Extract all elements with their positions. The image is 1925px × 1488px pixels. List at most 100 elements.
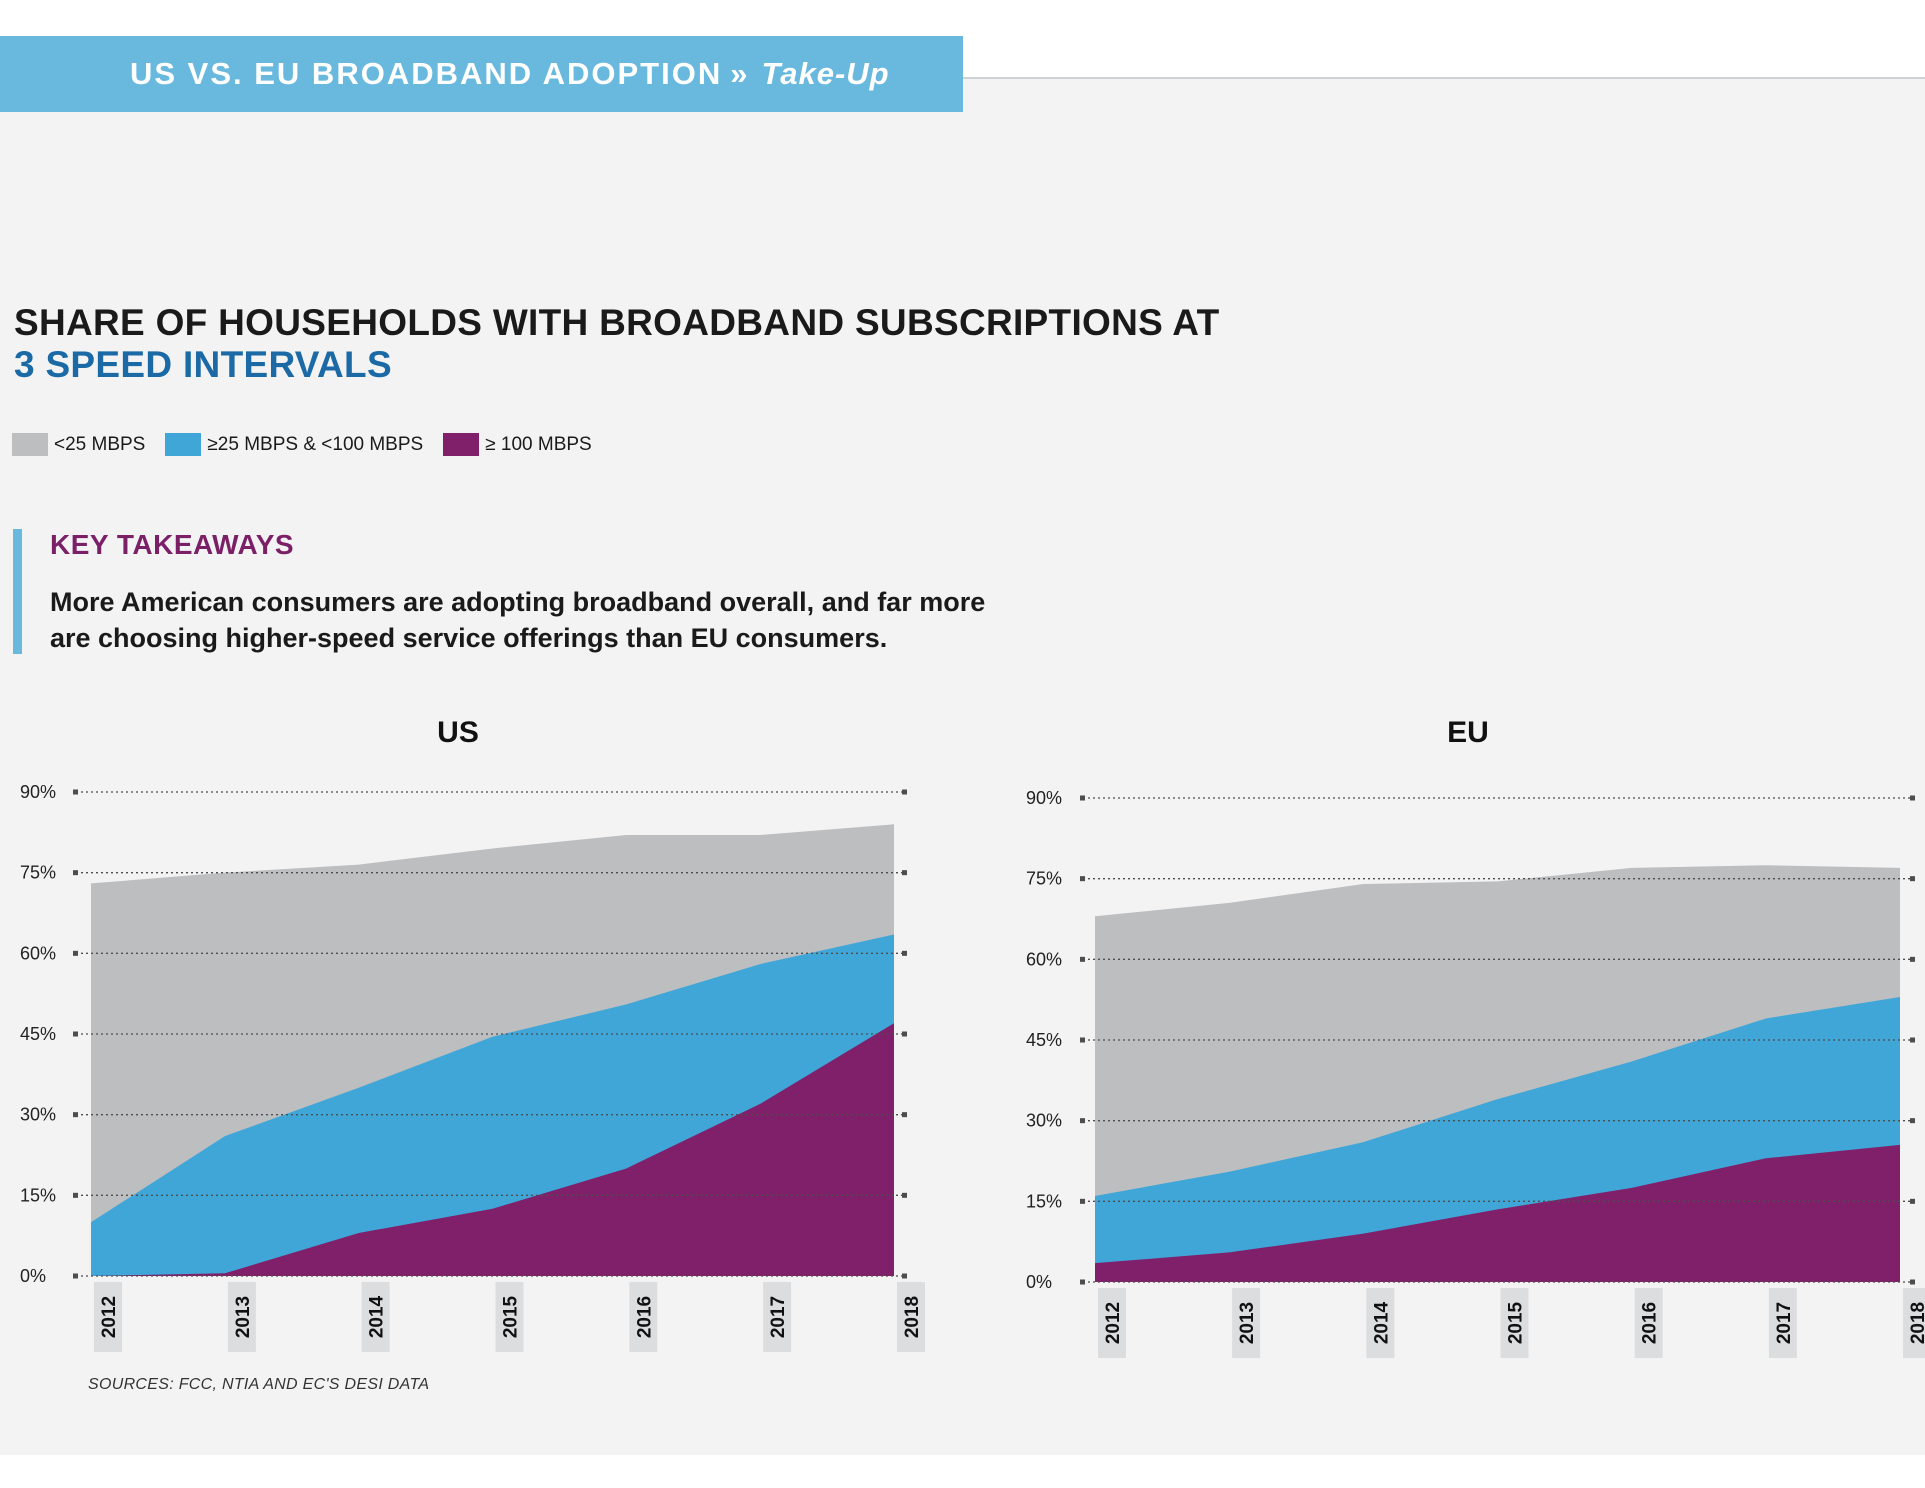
- grid-tick-left: [1080, 1279, 1085, 1285]
- grid-tick-left: [73, 1192, 78, 1198]
- area-3: [1095, 1144, 1900, 1282]
- x-tick-box: [629, 1282, 658, 1352]
- takeaways-text: More American consumers are adopting bro…: [50, 584, 1130, 656]
- grid-tick-right: [1910, 876, 1915, 882]
- y-tick-label: 30%: [1026, 1111, 1062, 1131]
- grid-tick-right: [902, 1192, 907, 1198]
- x-tick-box: [495, 1282, 524, 1352]
- header-separator: »: [730, 56, 750, 91]
- grid-tick-right: [1910, 1279, 1915, 1285]
- grid-tick-left: [73, 1112, 78, 1118]
- grid-tick-right: [1910, 956, 1915, 962]
- legend-swatch-100-plus: [443, 433, 480, 456]
- y-tick-label: 60%: [20, 943, 56, 963]
- grid-tick-left: [1080, 956, 1085, 962]
- legend-item-under-25: <25 MBPS: [12, 433, 145, 456]
- x-tick-box: [1366, 1288, 1395, 1358]
- y-tick-label: 30%: [20, 1105, 56, 1125]
- x-tick-box: [1634, 1288, 1663, 1358]
- legend-swatch-under-25: [12, 433, 48, 456]
- top-margin: [0, 0, 1925, 36]
- y-tick-label: 15%: [1026, 1191, 1062, 1211]
- x-tick-box: [361, 1282, 390, 1352]
- grid-tick-left: [1080, 1118, 1085, 1124]
- legend: <25 MBPS ≥25 MBPS & <100 MBPS ≥ 100 MBPS: [12, 433, 612, 456]
- x-tick-box: [1903, 1288, 1925, 1358]
- y-tick-label: 75%: [20, 863, 56, 883]
- grid-tick-left: [1080, 795, 1085, 801]
- x-tick-label: 2014: [1371, 1301, 1392, 1344]
- grid-tick-right: [902, 950, 907, 956]
- x-tick-label: 2017: [768, 1296, 789, 1338]
- grid-tick-left: [1080, 876, 1085, 882]
- legend-label-25-to-100: ≥25 MBPS & <100 MBPS: [207, 433, 424, 455]
- grid-tick-left: [73, 950, 78, 956]
- grid-tick-left: [1080, 1198, 1085, 1204]
- grid-tick-left: [73, 1031, 78, 1037]
- y-tick-label: 0%: [20, 1266, 46, 1286]
- grid-tick-right: [1910, 1198, 1915, 1204]
- sources-note: SOURCES: FCC, NTIA AND EC'S DESI DATA: [88, 1376, 430, 1393]
- section-header: US VS. EU BROADBAND ADOPTION» Take-Up: [0, 36, 963, 112]
- page-title-line2: 3 SPEED INTERVALS: [14, 344, 392, 385]
- x-tick-label: 2012: [99, 1296, 120, 1338]
- page-title: SHARE OF HOUSEHOLDS WITH BROADBAND SUBSC…: [14, 302, 1219, 386]
- x-tick-box: [763, 1282, 792, 1352]
- page-title-line1: SHARE OF HOUSEHOLDS WITH BROADBAND SUBSC…: [14, 302, 1220, 343]
- x-tick-label: 2017: [1774, 1302, 1795, 1344]
- x-tick-label: 2018: [902, 1296, 923, 1338]
- grid-tick-right: [1910, 1037, 1915, 1043]
- y-tick-label: 45%: [20, 1024, 56, 1044]
- takeaways-title: KEY TAKEAWAYS: [50, 529, 295, 560]
- x-tick-label: 2012: [1103, 1302, 1124, 1344]
- legend-label-under-25: <25 MBPS: [54, 433, 146, 455]
- grid-tick-right: [902, 789, 907, 795]
- x-tick-label: 2013: [233, 1296, 254, 1338]
- x-tick-label: 2014: [367, 1295, 388, 1338]
- area-3: [91, 1023, 894, 1276]
- x-tick-label: 2015: [501, 1295, 522, 1338]
- y-tick-label: 75%: [1026, 869, 1062, 889]
- takeaways-line1: More American consumers are adopting bro…: [50, 587, 986, 617]
- x-tick-box: [1232, 1288, 1261, 1358]
- takeaway-accent-bar: [13, 529, 22, 654]
- grid-tick-left: [73, 789, 78, 795]
- legend-item-25-to-100: ≥25 MBPS & <100 MBPS: [165, 433, 423, 456]
- grid-tick-right: [1910, 795, 1915, 801]
- header-rule: [963, 77, 1925, 79]
- y-tick-label: 15%: [20, 1185, 56, 1205]
- x-tick-label: 2018: [1908, 1302, 1925, 1344]
- grid-tick-right: [1910, 1118, 1915, 1124]
- y-tick-label: 60%: [1026, 949, 1062, 969]
- y-tick-label: 0%: [1026, 1272, 1052, 1292]
- x-tick-box: [1768, 1288, 1797, 1358]
- y-tick-label: 90%: [20, 782, 56, 802]
- chart-title-eu: EU: [1447, 716, 1489, 749]
- takeaways-line2: are choosing higher-speed service offeri…: [50, 623, 888, 653]
- header-title: US VS. EU BROADBAND ADOPTION: [130, 56, 723, 91]
- x-tick-box: [227, 1282, 256, 1352]
- section-header-text: US VS. EU BROADBAND ADOPTION» Take-Up: [130, 56, 890, 92]
- grid-tick-right: [902, 1273, 907, 1279]
- x-tick-label: 2015: [1506, 1301, 1527, 1344]
- grid-tick-left: [1080, 1037, 1085, 1043]
- x-tick-box: [1098, 1288, 1126, 1358]
- x-tick-label: 2016: [1640, 1302, 1661, 1344]
- grid-tick-left: [73, 870, 78, 876]
- y-tick-label: 45%: [1026, 1030, 1062, 1050]
- header-section: Take-Up: [761, 56, 890, 91]
- grid-tick-right: [902, 1112, 907, 1118]
- x-tick-box: [1500, 1288, 1529, 1358]
- x-tick-label: 2013: [1237, 1302, 1258, 1344]
- grid-tick-right: [902, 1031, 907, 1037]
- grid-tick-left: [73, 1273, 78, 1279]
- legend-swatch-25-to-100: [165, 433, 202, 456]
- legend-label-100-plus: ≥ 100 MBPS: [485, 433, 592, 455]
- x-tick-box: [897, 1282, 925, 1352]
- legend-item-100-plus: ≥ 100 MBPS: [443, 433, 592, 456]
- x-tick-box: [94, 1282, 122, 1352]
- header-right-margin: [963, 36, 1925, 77]
- x-tick-label: 2016: [634, 1296, 655, 1338]
